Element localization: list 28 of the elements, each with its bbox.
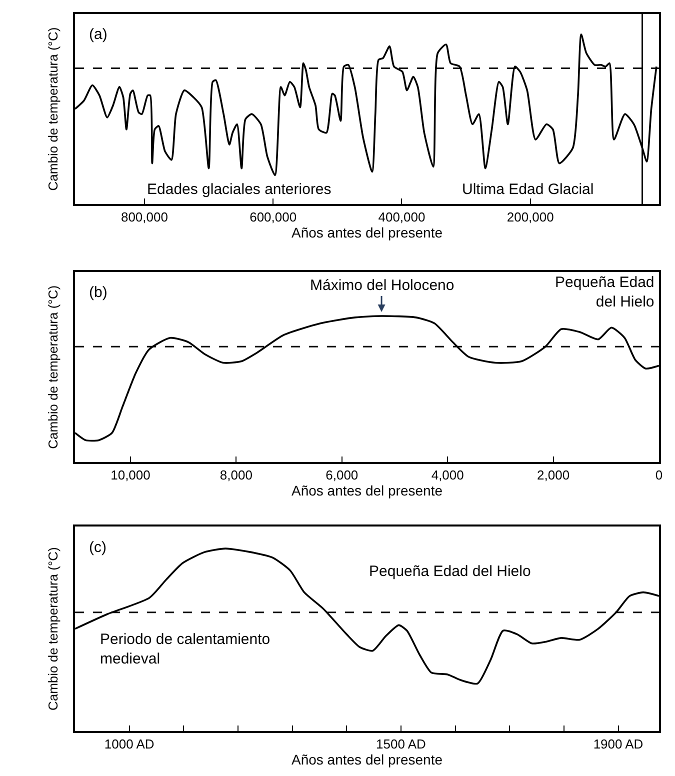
x-tick-label: 200,000: [506, 209, 554, 224]
annotation: Máximo del Holoceno: [310, 277, 454, 294]
x-tick-label: 10,000: [110, 467, 150, 482]
y-axis-title: Cambio de temperatura (°C): [46, 285, 61, 449]
annotation: (c): [89, 539, 106, 556]
annotation: Pequeña Edad del Hielo: [369, 563, 531, 580]
y-axis-title: Cambio de temperatura (°C): [46, 547, 61, 711]
x-tick-label: 8,000: [220, 467, 252, 482]
x-axis-title: Años antes del presente: [292, 224, 443, 240]
x-tick-label: 1500 AD: [376, 736, 426, 752]
annotation: Edades glaciales anteriores: [147, 181, 332, 198]
y-axis-title: Cambio de temperatura (°C): [46, 27, 61, 191]
annotation: Ultima Edad Glacial: [462, 181, 594, 198]
x-tick-label: 400,000: [378, 209, 426, 224]
x-axis-title: Años antes del presente: [292, 482, 443, 498]
x-axis-title: Años antes del presente: [292, 751, 443, 768]
x-tick-label: 0: [655, 467, 663, 482]
x-tick-label: 4,000: [431, 467, 464, 482]
x-tick-label: 2,000: [537, 467, 570, 482]
x-tick-label: 600,000: [250, 209, 297, 224]
x-tick-label: 1000 AD: [104, 736, 154, 752]
annotation: (a): [89, 26, 108, 43]
x-tick-label: 6,000: [326, 467, 358, 482]
text: Pequeña Edad del Hielo: [555, 274, 654, 310]
annotation: Periodo de calentamiento medieval: [100, 631, 270, 668]
text: (b): [89, 284, 108, 301]
x-tick-label: 1900 AD: [593, 736, 644, 752]
x-tick-label: 800,000: [120, 209, 168, 224]
